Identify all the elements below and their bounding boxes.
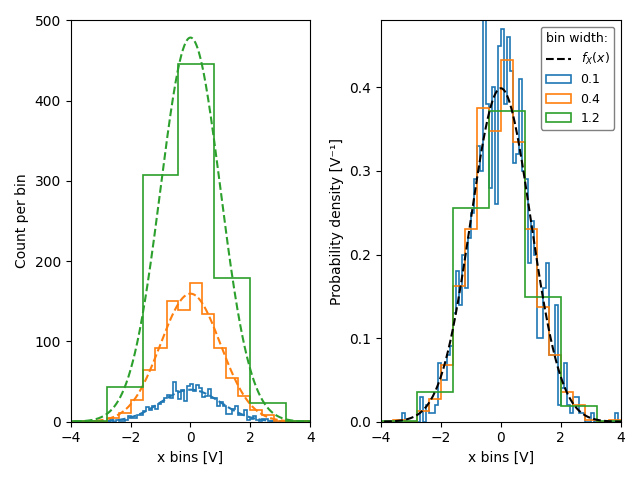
X-axis label: x bins [V]: x bins [V] (157, 451, 223, 465)
Y-axis label: Probability density [V⁻¹]: Probability density [V⁻¹] (330, 138, 344, 305)
X-axis label: x bins [V]: x bins [V] (468, 451, 534, 465)
Legend: $f_X(x)$, 0.1, 0.4, 1.2: $f_X(x)$, 0.1, 0.4, 1.2 (541, 27, 614, 130)
Y-axis label: Count per bin: Count per bin (15, 174, 29, 268)
